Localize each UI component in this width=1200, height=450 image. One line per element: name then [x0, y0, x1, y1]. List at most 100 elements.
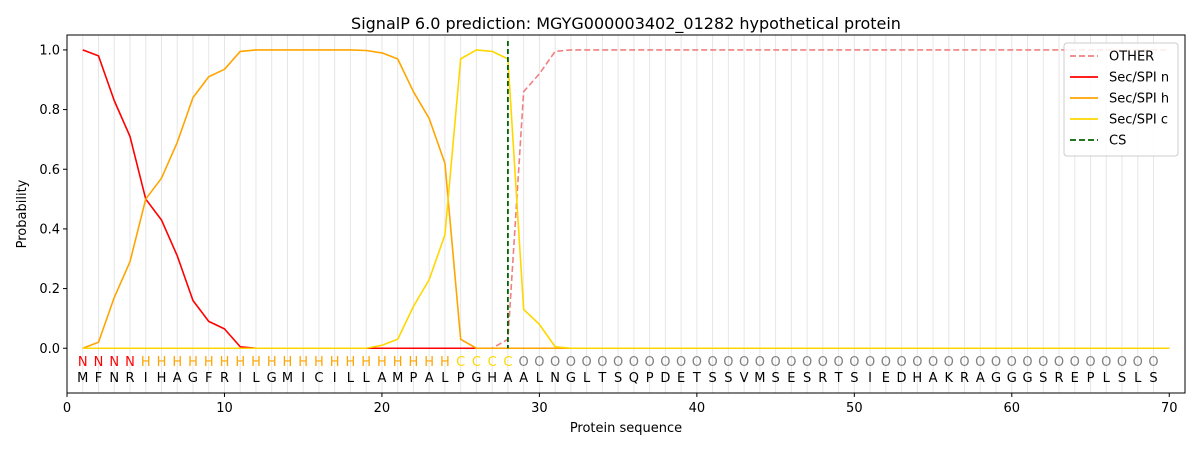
region-label: O	[912, 355, 922, 370]
region-label: O	[629, 355, 639, 370]
residue-letter: G	[1007, 371, 1017, 386]
series-line-sec-spi-n	[82, 49, 1170, 350]
residue-letter: I	[144, 371, 148, 386]
residue-letter: L	[347, 371, 355, 386]
y-axis: 0.0 0.2 0.4 0.6 0.8 1.0	[39, 43, 67, 357]
residue-letter: N	[109, 371, 119, 386]
residue-letter: A	[377, 371, 386, 386]
region-label: O	[833, 355, 843, 370]
region-label: O	[613, 355, 623, 370]
region-label: O	[959, 355, 969, 370]
residue-letter: L	[252, 371, 260, 386]
residue-letter: A	[425, 371, 434, 386]
region-label: O	[660, 355, 670, 370]
legend-label: Sec/SPI n	[1109, 71, 1169, 86]
series-line-sec-spi-h	[82, 49, 1170, 350]
region-label: O	[723, 355, 733, 370]
region-label: N	[78, 355, 88, 370]
residue-letter: C	[314, 371, 323, 386]
x-tick-label: 50	[846, 401, 863, 416]
region-label: C	[456, 355, 465, 370]
y-axis-label: Probability	[15, 179, 30, 248]
residue-letter: E	[1071, 371, 1079, 386]
region-label: O	[1101, 355, 1111, 370]
residue-letter: E	[677, 371, 685, 386]
residue-letter: K	[945, 371, 954, 386]
x-tick-label: 0	[63, 401, 71, 416]
residue-letter: T	[834, 371, 843, 386]
region-label: O	[676, 355, 686, 370]
y-tick-label: 0.4	[39, 222, 60, 237]
residue-letter: G	[991, 371, 1001, 386]
chart-title: SignalP 6.0 prediction: MGYG000003402_01…	[351, 14, 901, 34]
residue-letter: A	[519, 371, 528, 386]
series-lines	[82, 49, 1170, 350]
region-label: O	[1022, 355, 1032, 370]
legend: OTHER Sec/SPI n Sec/SPI h Sec/SPI c CS	[1063, 42, 1179, 157]
residue-letter: S	[614, 371, 622, 386]
residue-letter: L	[583, 371, 591, 386]
region-label: O	[1007, 355, 1017, 370]
region-label: H	[424, 355, 434, 370]
region-label: O	[739, 355, 749, 370]
x-axis: 0 10 20 30 40 50 60 70	[63, 393, 1178, 416]
x-tick-label: 10	[216, 401, 233, 416]
residue-letter: R	[1055, 371, 1064, 386]
residue-letter: M	[754, 371, 765, 386]
residue-letter: L	[536, 371, 544, 386]
x-axis-label: Protein sequence	[570, 421, 682, 436]
residue-letter: L	[1103, 371, 1111, 386]
residue-letter: S	[803, 371, 811, 386]
region-label: C	[472, 355, 481, 370]
y-tick-label: 0.2	[39, 282, 60, 297]
region-label: O	[645, 355, 655, 370]
region-label: H	[157, 355, 167, 370]
residue-letter: R	[818, 371, 827, 386]
x-tick-label: 70	[1161, 401, 1178, 416]
residue-letter: R	[960, 371, 969, 386]
residue-letter: D	[660, 371, 670, 386]
region-label: H	[172, 355, 182, 370]
region-label: H	[440, 355, 450, 370]
legend-label: Sec/SPI h	[1109, 92, 1169, 107]
region-label: O	[802, 355, 812, 370]
residue-letter: F	[205, 371, 212, 386]
region-label: O	[865, 355, 875, 370]
residue-letter: S	[724, 371, 732, 386]
region-label: H	[283, 355, 293, 370]
legend-label: Sec/SPI c	[1109, 113, 1168, 128]
residue-letter: R	[220, 371, 229, 386]
residue-letter: I	[333, 371, 337, 386]
region-label: H	[377, 355, 387, 370]
residue-letter: D	[897, 371, 907, 386]
residue-letter: G	[267, 371, 277, 386]
y-tick-label: 0.6	[39, 163, 60, 178]
region-label: O	[519, 355, 529, 370]
sequence-annotation: NMNFNNNRHIHHHAHGHFHRHIHLHGHMHIHCHIHLHLHA…	[77, 355, 1158, 386]
series-line-other	[82, 49, 1170, 350]
region-label: O	[707, 355, 717, 370]
legend-label: OTHER	[1109, 50, 1154, 65]
region-label: O	[975, 355, 985, 370]
residue-letter: G	[566, 371, 576, 386]
residue-letter: P	[646, 371, 654, 386]
residue-letter: A	[173, 371, 182, 386]
region-label: O	[550, 355, 560, 370]
y-tick-label: 1.0	[39, 43, 60, 58]
region-label: O	[928, 355, 938, 370]
residue-letter: T	[692, 371, 701, 386]
residue-letter: S	[1039, 371, 1047, 386]
region-label: O	[944, 355, 954, 370]
region-label: O	[770, 355, 780, 370]
residue-letter: I	[238, 371, 242, 386]
residue-letter: I	[301, 371, 305, 386]
region-label: O	[597, 355, 607, 370]
region-label: H	[298, 355, 308, 370]
region-label: O	[896, 355, 906, 370]
region-label: O	[1133, 355, 1143, 370]
residue-letter: I	[868, 371, 872, 386]
residue-letter: G	[188, 371, 198, 386]
x-tick-label: 30	[531, 401, 548, 416]
series-line-sec-spi-c	[82, 49, 1170, 350]
